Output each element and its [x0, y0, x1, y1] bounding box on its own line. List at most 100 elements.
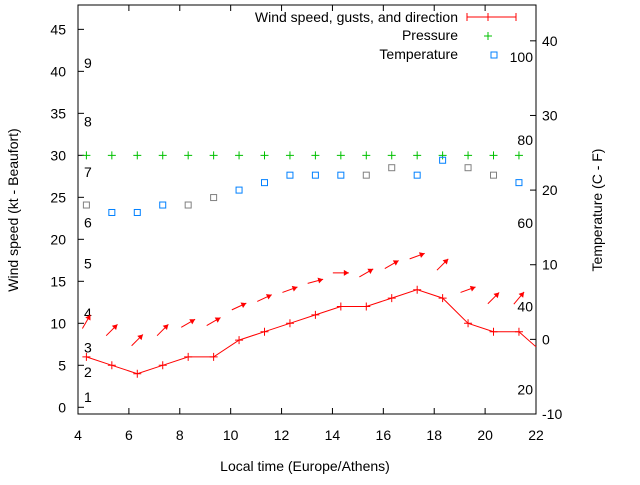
wind-direction-arrow: [359, 268, 374, 278]
arrow-head: [265, 294, 272, 300]
wind-direction-arrow: [105, 324, 118, 337]
pressure-point: [184, 151, 193, 160]
temperature-point: [159, 201, 167, 209]
wind-direction-arrow: [206, 317, 221, 327]
wind-speed-point: [209, 352, 218, 361]
temperature-point: [388, 164, 396, 172]
axis-ticks: 4 6 8 10 12 14 16 18 20 22051015202530354045-1001…: [50, 5, 562, 443]
pressure-point: [311, 151, 320, 160]
legend: Wind speed, gusts, and direction Pressur…: [255, 9, 517, 62]
wind-speed-point: [184, 352, 193, 361]
wind-speed-line: [86, 289, 537, 375]
wind-speed-point: [413, 285, 422, 294]
wind-direction-arrow: [156, 324, 169, 337]
arrow-head: [111, 324, 118, 331]
y-tick-label: 35: [50, 105, 66, 121]
legend-label-temperature: Temperature: [379, 46, 458, 62]
beaufort-label: 1: [84, 389, 92, 405]
plot-frame: [77, 4, 537, 415]
wind-speed-point: [133, 369, 142, 378]
y-axis-label: Wind speed (kt - Beaufort): [5, 128, 21, 291]
arrow-head: [189, 319, 196, 325]
x-tick-label: 20: [477, 427, 493, 443]
legend-label-wind: Wind speed, gusts, and direction: [255, 9, 458, 25]
arrow-head: [317, 277, 324, 284]
wind-direction-arrow: [282, 285, 298, 293]
arrow-head: [214, 317, 221, 323]
wind-speed-point: [464, 319, 473, 328]
wind-speed-point: [260, 327, 269, 336]
arrow-head: [418, 252, 425, 258]
x-tick-label: 22: [528, 427, 544, 443]
temperature-point: [235, 186, 243, 194]
legend-swatch-wind-marks: [466, 13, 517, 21]
temperature-point: [184, 201, 192, 209]
x-tick-label: 18: [426, 427, 442, 443]
arrow-head: [291, 285, 298, 292]
pressure-point: [158, 151, 167, 160]
y2-tick-label: 0: [542, 331, 550, 347]
arrow-head: [367, 268, 374, 275]
arrow-head: [240, 302, 247, 308]
temperature-point: [337, 171, 345, 179]
beaufort-label: 2: [84, 364, 92, 380]
temperature-point: [133, 208, 141, 216]
arrow-head: [469, 285, 476, 292]
x-tick-label: 12: [274, 427, 290, 443]
wind-direction-arrow: [513, 291, 525, 305]
temperature-point: [82, 201, 90, 209]
pressure-point: [133, 151, 142, 160]
beaufort-label: 5: [84, 256, 92, 272]
pressure-point: [285, 151, 294, 160]
temperature-point: [362, 171, 370, 179]
wind-speed-point: [489, 327, 498, 336]
beaufort-label: 9: [84, 55, 92, 71]
temperature-point: [439, 156, 447, 164]
arrow-head: [85, 314, 91, 321]
wind-direction-arrow: [384, 260, 399, 269]
y2-tick-label: 20: [542, 182, 558, 198]
legend-swatch-pressure: [484, 32, 492, 40]
pressure-point: [387, 151, 396, 160]
pressure-point: [260, 151, 269, 160]
pressure-point: [209, 151, 218, 160]
wind-direction-arrow: [436, 258, 449, 271]
pressure-point: [82, 151, 91, 160]
temperature-point: [464, 164, 472, 172]
temperature-point: [490, 171, 498, 179]
wind-speed-point: [158, 361, 167, 370]
temperature-point: [286, 171, 294, 179]
data-marks: [81, 151, 537, 378]
wind-direction-arrow: [307, 277, 324, 284]
wind-speed-point: [438, 294, 447, 303]
beaufort-label: 8: [84, 114, 92, 130]
y2-tick-label: 40: [542, 33, 558, 49]
arrow-head: [162, 324, 169, 331]
pressure-point: [489, 151, 498, 160]
wind-direction-arrow: [231, 302, 247, 311]
beaufort-label: 3: [84, 340, 92, 356]
wind-speed-point: [285, 319, 294, 328]
temperature-point: [210, 194, 218, 202]
fahrenheit-label: 100: [510, 49, 534, 65]
y-tick-label: 25: [50, 189, 66, 205]
y-tick-label: 10: [50, 315, 66, 331]
fahrenheit-label: 20: [517, 381, 533, 397]
pressure-point: [107, 151, 116, 160]
wind-speed-point: [336, 302, 345, 311]
wind-speed-point: [362, 302, 371, 311]
wind-direction-arrow: [180, 318, 196, 328]
arrow-head: [343, 269, 349, 276]
y-tick-label: 30: [50, 147, 66, 163]
fahrenheit-label: 40: [517, 299, 533, 315]
wind-speed-point: [235, 336, 244, 345]
pressure-point: [464, 151, 473, 160]
wind-direction-arrow: [487, 292, 500, 305]
beaufort-label: 4: [84, 305, 92, 321]
pressure-point: [438, 151, 447, 160]
arrow-head: [442, 258, 449, 265]
wind-direction-arrow: [460, 285, 476, 293]
pressure-point: [362, 151, 371, 160]
y-tick-label: 40: [50, 63, 66, 79]
